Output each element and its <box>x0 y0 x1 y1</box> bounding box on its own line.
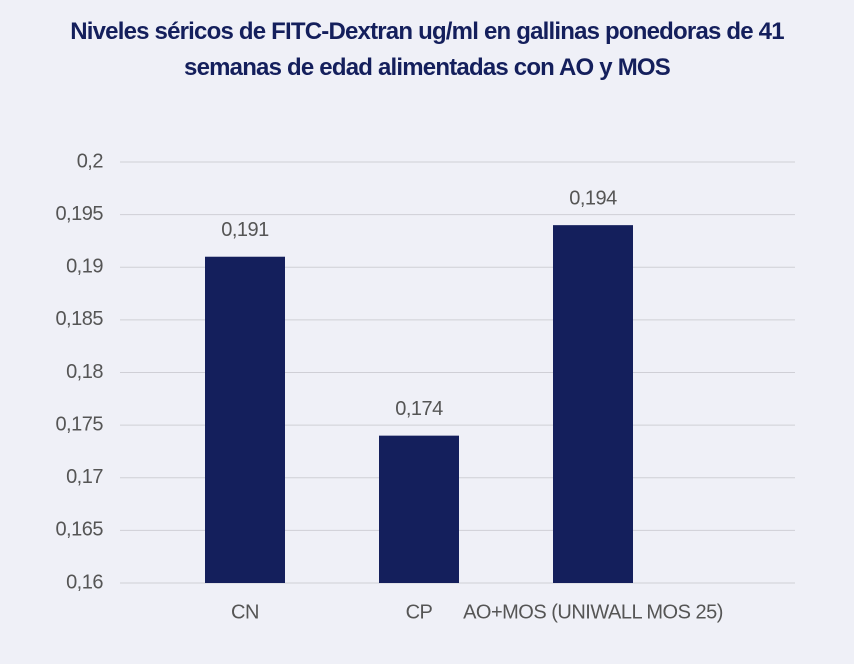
y-tick-label: 0,16 <box>66 571 103 593</box>
chart-title: Niveles séricos de FITC-Dextran ug/ml en… <box>70 18 784 81</box>
y-tick-label: 0,175 <box>55 413 103 435</box>
data-label: 0,174 <box>395 398 443 420</box>
y-tick-label: 0,2 <box>77 150 104 172</box>
y-tick-label: 0,19 <box>66 256 103 278</box>
x-tick-label: CN <box>231 601 259 623</box>
x-tick-label: AO+MOS (UNIWALL MOS 25) <box>463 601 723 623</box>
bar <box>205 256 285 583</box>
y-tick-label: 0,165 <box>55 519 103 541</box>
bar <box>379 435 459 583</box>
x-tick-label: CP <box>406 601 433 623</box>
y-tick-label: 0,17 <box>66 466 103 488</box>
y-tick-label: 0,195 <box>55 203 103 225</box>
y-tick-label: 0,185 <box>55 308 103 330</box>
bar <box>553 225 633 583</box>
data-label: 0,194 <box>569 187 617 209</box>
y-tick-label: 0,18 <box>66 361 103 383</box>
data-label: 0,191 <box>221 219 269 241</box>
